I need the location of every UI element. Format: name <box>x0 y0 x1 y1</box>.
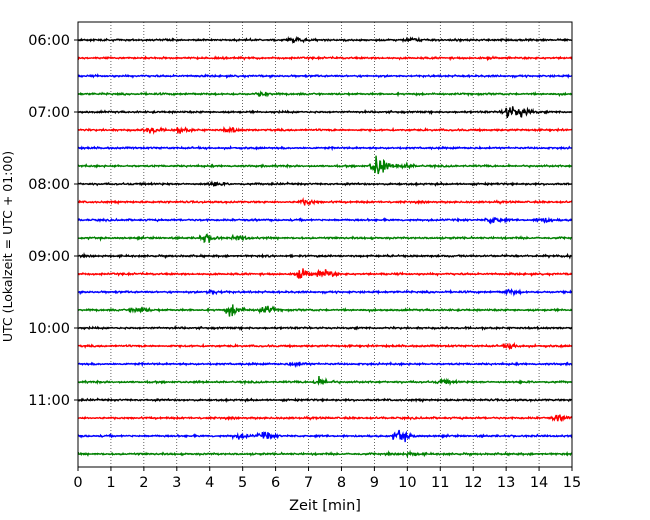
y-tick-label: 09:00 <box>28 249 70 265</box>
trace-0730 <box>77 145 573 152</box>
x-tick-label: 5 <box>238 475 247 491</box>
y-tick-label: 11:00 <box>28 393 70 409</box>
trace-0915 <box>77 268 573 279</box>
y-axis: 06:00 07:00 08:00 09:00 10:00 11:00 <box>28 33 78 409</box>
x-axis-label: Zeit [min] <box>289 498 361 514</box>
x-tick-label: 9 <box>370 475 379 491</box>
x-tick-label: 11 <box>431 475 449 491</box>
y-tick-label: 07:00 <box>28 105 70 121</box>
trace-0630 <box>77 73 573 80</box>
trace-0745 <box>77 155 573 175</box>
x-tick-label: 3 <box>172 475 181 491</box>
trace-0930 <box>77 287 573 297</box>
trace-1100 <box>77 397 573 404</box>
x-axis: 0 1 2 3 4 5 6 7 8 9 10 11 12 13 14 15 <box>73 467 581 491</box>
trace-0700 <box>77 106 573 119</box>
trace-1000 <box>77 324 573 332</box>
x-tick-label: 7 <box>304 475 313 491</box>
y-tick-label: 10:00 <box>28 321 70 337</box>
y-tick-label: 08:00 <box>28 177 70 193</box>
trace-0800 <box>77 180 573 188</box>
x-tick-label: 2 <box>139 475 148 491</box>
trace-1145 <box>77 449 573 459</box>
trace-1115 <box>77 414 573 422</box>
trace-0715 <box>77 125 573 135</box>
x-tick-label: 10 <box>398 475 416 491</box>
x-tick-label: 14 <box>530 475 548 491</box>
trace-0600 <box>77 35 573 45</box>
x-tick-label: 6 <box>271 475 280 491</box>
x-tick-label: 13 <box>497 475 515 491</box>
y-tick-label: 06:00 <box>28 33 70 49</box>
y-axis-label: UTC (Lokalzeit = UTC + 01:00) <box>0 151 15 342</box>
plot-frame <box>77 21 573 468</box>
trace-1045 <box>77 376 573 386</box>
x-tick-label: 15 <box>563 475 581 491</box>
trace-0900 <box>77 251 573 260</box>
x-tick-label: 12 <box>464 475 482 491</box>
trace-0945 <box>77 304 573 317</box>
traces <box>77 35 573 459</box>
trace-0830 <box>77 216 573 225</box>
trace-0615 <box>77 55 573 62</box>
x-tick-label: 8 <box>337 475 346 491</box>
trace-1130 <box>77 429 573 443</box>
trace-1030 <box>77 361 573 368</box>
trace-0845 <box>77 233 573 244</box>
trace-0815 <box>77 196 573 206</box>
x-tick-label: 1 <box>106 475 115 491</box>
trace-1015 <box>77 341 573 351</box>
trace-0645 <box>77 90 573 98</box>
x-tick-label: 4 <box>205 475 214 491</box>
x-tick-label: 0 <box>73 475 82 491</box>
